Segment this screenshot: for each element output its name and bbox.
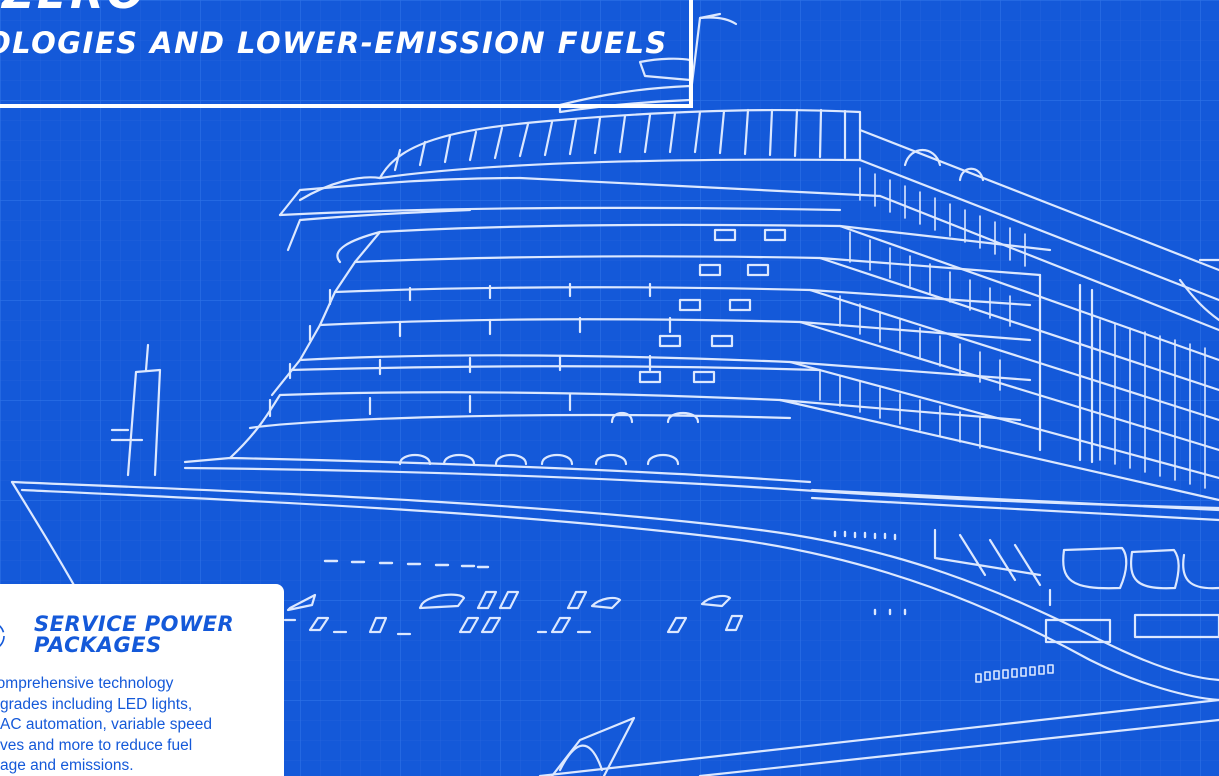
info-card: Service Power Packages h comprehensive t… <box>0 584 284 776</box>
card-title: Service Power Packages <box>34 612 235 657</box>
card-description-text: h comprehensive technology grades includ… <box>0 675 212 774</box>
gear-cycle-icon <box>0 625 5 647</box>
title-frame: zero ologies and lower-emission fuels <box>0 0 693 108</box>
card-description: h comprehensive technology grades includ… <box>0 674 272 776</box>
page-subtitle: ologies and lower-emission fuels <box>0 26 668 60</box>
page-title: zero <box>2 0 147 19</box>
